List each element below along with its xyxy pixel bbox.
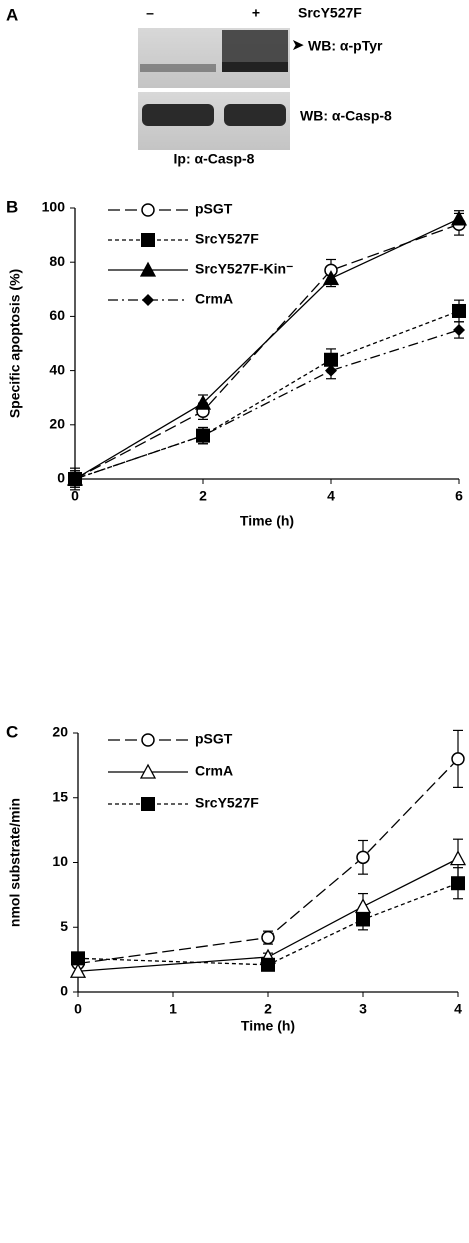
band-label: WB: α-Casp-8 [300,108,392,124]
marker [449,850,467,866]
legend-marker [141,797,155,811]
x-tick-label: 2 [264,1001,272,1017]
marker [450,210,468,226]
marker [356,850,370,865]
x-tick-label: 6 [455,488,463,504]
x-axis-label: Time (h) [241,1018,295,1034]
x-tick-label: 0 [71,488,79,504]
marker [451,752,465,766]
marker [69,473,81,485]
marker [194,394,212,410]
marker [354,898,372,914]
x-tick-label: 0 [74,1001,82,1017]
marker [71,951,85,966]
y-tick-label: 10 [52,853,68,869]
marker [324,352,338,367]
legend-label: pSGT [195,731,233,747]
marker [322,270,340,286]
band [142,104,214,126]
band [222,62,288,72]
y-tick-label: 60 [49,307,65,323]
legend-label: SrcY527F-Kin⁻ [195,261,293,277]
y-axis-label: Specific apoptosis (%) [7,269,23,418]
series-line [77,858,459,972]
band [222,30,288,66]
legend-marker [141,733,155,747]
x-tick-label: 4 [454,1001,462,1017]
panel-label: C [6,722,18,741]
y-tick-label: 100 [42,199,66,215]
marker [197,429,209,442]
x-tick-label: 4 [327,488,335,504]
legend-label: CrmA [195,763,233,779]
y-tick-label: 20 [52,724,68,740]
legend-label: SrcY527F [195,795,259,811]
x-tick-label: 2 [199,488,207,504]
legend-marker [139,763,157,779]
x-tick-label: 1 [169,1001,177,1017]
x-axis-label: Time (h) [240,513,294,529]
legend-marker [139,261,157,277]
x-tick-label: 3 [359,1001,367,1017]
legend-label: SrcY527F [195,231,259,247]
marker [452,303,466,318]
y-tick-label: 20 [49,416,65,432]
marker [356,912,370,927]
legend-label: CrmA [195,291,233,307]
condition-label: SrcY527F [298,5,362,21]
legend-marker [141,233,155,247]
y-tick-label: 15 [52,788,68,804]
legend-marker [141,203,155,217]
y-tick-label: 40 [49,361,65,377]
series-line [77,882,459,966]
series-line [74,310,460,480]
marker [261,957,275,972]
marker [451,876,465,891]
marker [69,962,87,978]
band-label: WB: α-pTyr [308,38,383,54]
ip-label: Ip: α-Casp-8 [174,151,255,167]
lane-label: + [252,5,260,21]
band [224,104,286,126]
panel-label: A [6,5,18,24]
legend-label: pSGT [195,201,233,217]
y-tick-label: 80 [49,253,65,269]
y-axis-label: nmol substrate/min [7,798,23,927]
lane-label: – [146,5,154,21]
y-tick-label: 0 [60,983,68,999]
legend-marker [142,294,154,306]
marker [453,323,465,336]
marker [325,364,337,377]
arrow: ➤ [292,37,304,53]
series-line [74,329,460,480]
series-line [74,218,460,480]
panel-label: B [6,197,18,216]
marker [261,930,275,945]
y-tick-label: 5 [60,918,68,934]
y-tick-label: 0 [57,470,65,486]
series-line [77,758,459,965]
band [140,64,216,72]
